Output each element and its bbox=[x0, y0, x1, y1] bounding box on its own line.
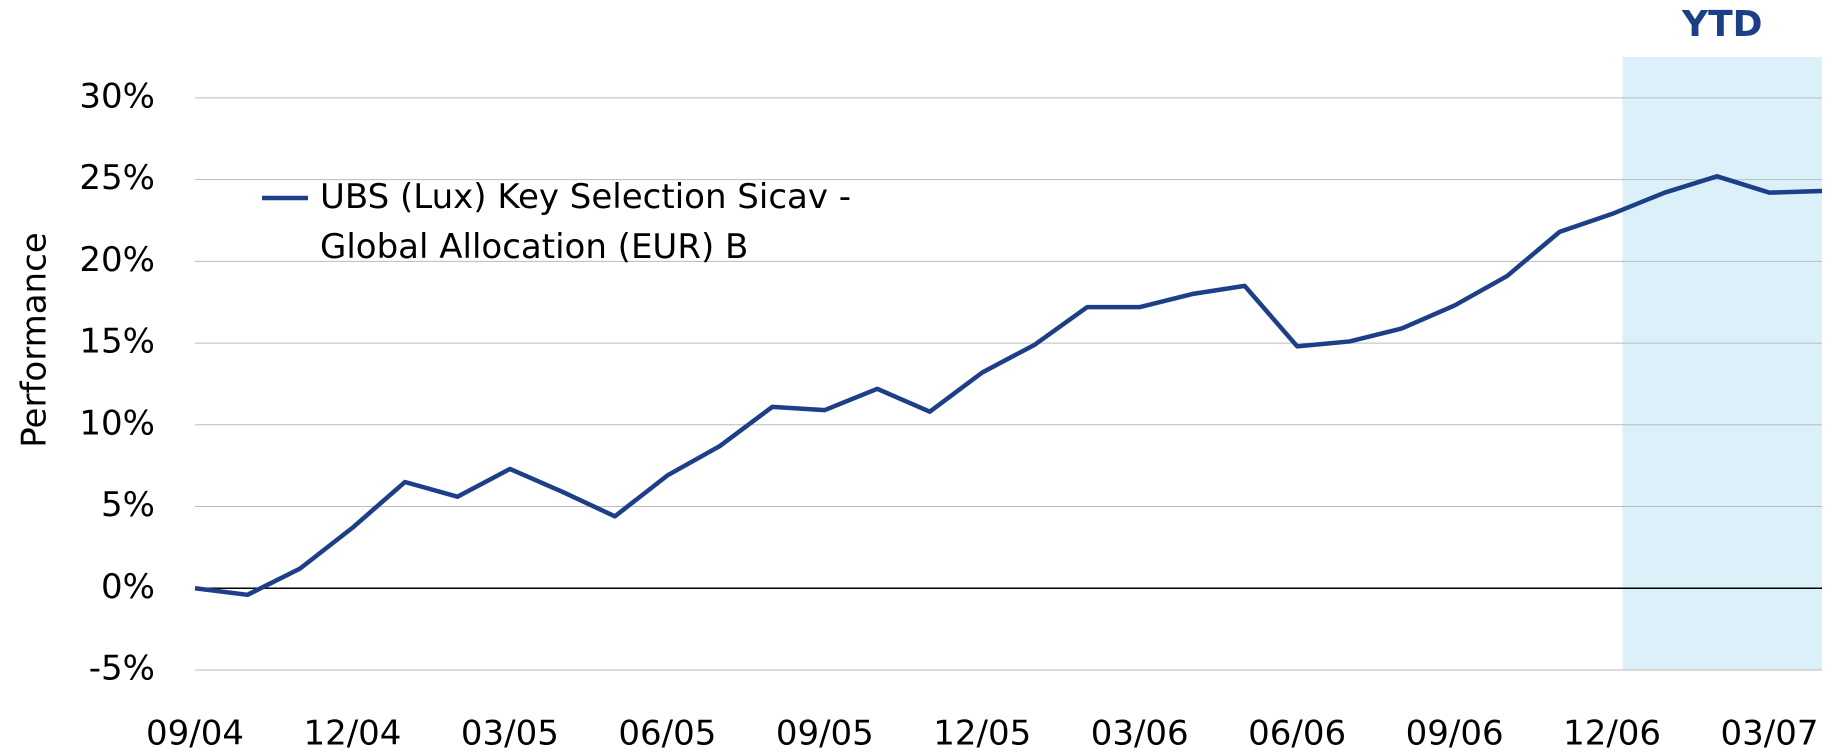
x-tick-label: 03/06 bbox=[1091, 714, 1189, 752]
y-tick-label: 25% bbox=[79, 158, 155, 198]
x-tick-label: 06/06 bbox=[1248, 714, 1346, 752]
ytd-label: YTD bbox=[1681, 4, 1763, 45]
y-tick-label: 20% bbox=[79, 240, 155, 280]
x-tick-label: 09/06 bbox=[1406, 714, 1504, 752]
x-tick-label: 09/05 bbox=[776, 714, 874, 752]
legend-label: UBS (Lux) Key Selection Sicav -Global Al… bbox=[320, 177, 851, 267]
ytd-band bbox=[1622, 57, 1822, 670]
x-tick-label: 12/05 bbox=[933, 714, 1031, 752]
y-tick-label: 5% bbox=[101, 485, 155, 525]
series-line bbox=[194, 174, 1823, 598]
x-tick-label: 06/05 bbox=[618, 714, 716, 752]
x-tick-label: 09/04 bbox=[146, 714, 244, 752]
y-tick-label: 0% bbox=[101, 567, 155, 607]
y-tick-label: 30% bbox=[79, 76, 155, 116]
y-tick-label: 10% bbox=[79, 403, 155, 443]
x-tick-label: 12/04 bbox=[303, 714, 401, 752]
y-axis-title: Performance bbox=[15, 232, 55, 447]
x-tick-label: 03/07 bbox=[1721, 714, 1819, 752]
y-tick-label: 15% bbox=[79, 322, 155, 362]
x-tick-label: 03/05 bbox=[461, 714, 559, 752]
x-tick-label: 12/06 bbox=[1563, 714, 1661, 752]
y-tick-label: -5% bbox=[89, 649, 155, 689]
